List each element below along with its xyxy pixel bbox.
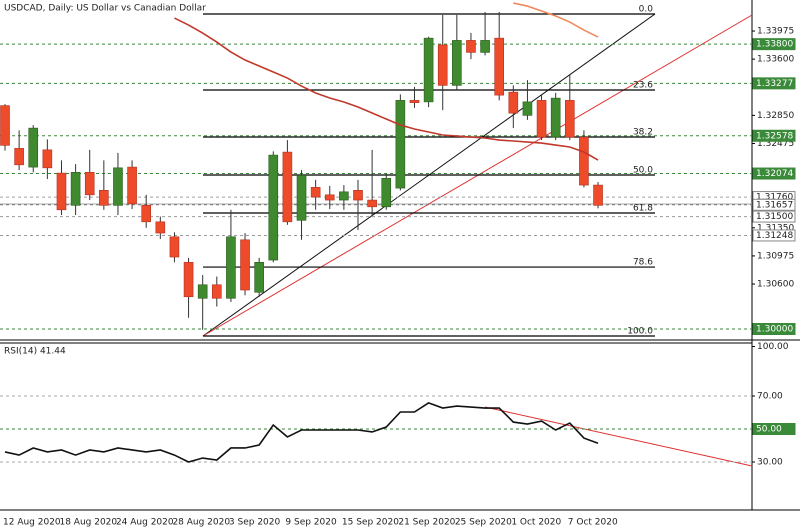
candle-body [14, 148, 24, 166]
level-label: 50.00 [756, 425, 782, 435]
candle-body [56, 172, 67, 211]
y-tick-label: 1.31350 [757, 223, 794, 233]
candle-body [494, 37, 505, 96]
candle-body [310, 187, 321, 198]
fib-label: 23.6 [633, 80, 653, 90]
candle-body [353, 190, 363, 201]
y-tick-label: 70.00 [757, 392, 783, 402]
candle-body [226, 236, 236, 299]
candle-body [254, 261, 264, 293]
chart-title: USDCAD, Daily: US Dollar vs Canadian Dol… [4, 4, 206, 14]
candle-body [127, 166, 137, 205]
moving-average [513, 2, 599, 38]
candle-body [212, 284, 222, 299]
fib-label: 38.2 [633, 128, 653, 138]
candle-body [593, 184, 603, 206]
x-tick-label: 25 Sep 2020 [455, 518, 512, 528]
x-tick-label: 7 Oct 2020 [568, 518, 618, 528]
candle-body [550, 97, 561, 138]
rsi-trend-line [484, 406, 753, 467]
candle-body [437, 44, 448, 86]
x-tick-label: 21 Sep 2020 [398, 518, 455, 528]
level-label: 1.31760 [756, 193, 793, 203]
candle-body [42, 149, 53, 169]
candle-body [84, 172, 95, 196]
fib-label: 50.0 [633, 165, 653, 175]
level-label-box [752, 167, 796, 180]
level-label: 1.32578 [756, 131, 793, 141]
candle-body [409, 100, 420, 103]
level-label-box [752, 198, 796, 211]
rsi-line [4, 402, 599, 463]
candle-body [0, 105, 10, 146]
candle-body [466, 40, 476, 53]
candle-body [452, 40, 462, 86]
x-tick-label: 15 Sep 2020 [342, 518, 399, 528]
candle-body [240, 239, 250, 291]
candle-body [141, 205, 151, 223]
candle-body [381, 178, 392, 208]
candle-body [367, 199, 377, 208]
level-label-box [752, 229, 796, 242]
moving-average [174, 17, 599, 161]
x-tick-label: 12 Aug 2020 [3, 518, 61, 528]
level-label-box [752, 38, 796, 51]
x-tick-label: 9 Sep 2020 [285, 518, 337, 528]
candle-body [522, 101, 533, 116]
candle-body [99, 190, 109, 206]
fib-label: 100.0 [627, 326, 653, 336]
level-label: 1.33800 [756, 40, 793, 50]
fib-label: 78.6 [633, 258, 653, 268]
candle-body [282, 151, 293, 223]
candle-body [197, 284, 208, 299]
x-tick-label: 28 Aug 2020 [172, 518, 230, 528]
x-tick-label: 1 Oct 2020 [511, 518, 561, 528]
level-label-box [752, 423, 796, 435]
rsi-title: RSI(14) 41.44 [4, 347, 66, 357]
candle-body [28, 127, 39, 168]
candle-body [324, 194, 335, 201]
level-label: 1.33277 [756, 79, 793, 89]
candle-body [155, 221, 166, 234]
candle-body [296, 175, 307, 221]
candle-body [169, 236, 180, 258]
level-label: 1.31248 [756, 231, 793, 241]
y-tick-label: 1.32475 [757, 139, 794, 149]
level-label-box [752, 77, 796, 90]
x-tick-label: 3 Sep 2020 [229, 518, 281, 528]
level-label: 1.31500 [756, 212, 793, 222]
level-label: 1.31657 [756, 200, 793, 210]
level-label-box [752, 129, 796, 142]
candle-body [395, 100, 406, 189]
level-label-box [752, 323, 796, 336]
candle-body [183, 261, 194, 298]
candle-body [536, 100, 547, 138]
candle-body [579, 136, 589, 186]
y-tick-label: 1.33975 [757, 27, 794, 37]
y-tick-label: 1.33600 [757, 55, 794, 65]
candle-body [339, 191, 349, 201]
y-tick-label: 1.32850 [757, 111, 794, 121]
y-tick-label: 100.00 [757, 342, 789, 352]
level-label: 1.32074 [756, 169, 793, 179]
candle-body [480, 40, 490, 53]
candle-body [564, 100, 575, 138]
y-tick-label: 1.30600 [757, 280, 794, 290]
y-tick-label: 1.30975 [757, 251, 794, 261]
candle-body [268, 154, 279, 261]
level-label: 1.30000 [756, 325, 793, 335]
x-tick-label: 18 Aug 2020 [59, 518, 117, 528]
fib-label: 0.0 [639, 5, 654, 15]
candle-body [508, 91, 519, 114]
candle-body [113, 167, 123, 206]
x-tick-label: 24 Aug 2020 [116, 518, 174, 528]
y-tick-label: 30.00 [757, 458, 783, 468]
level-label-box [752, 210, 796, 223]
fib-label: 61.8 [633, 203, 653, 213]
candle-body [70, 172, 81, 206]
candle-body [423, 37, 434, 103]
